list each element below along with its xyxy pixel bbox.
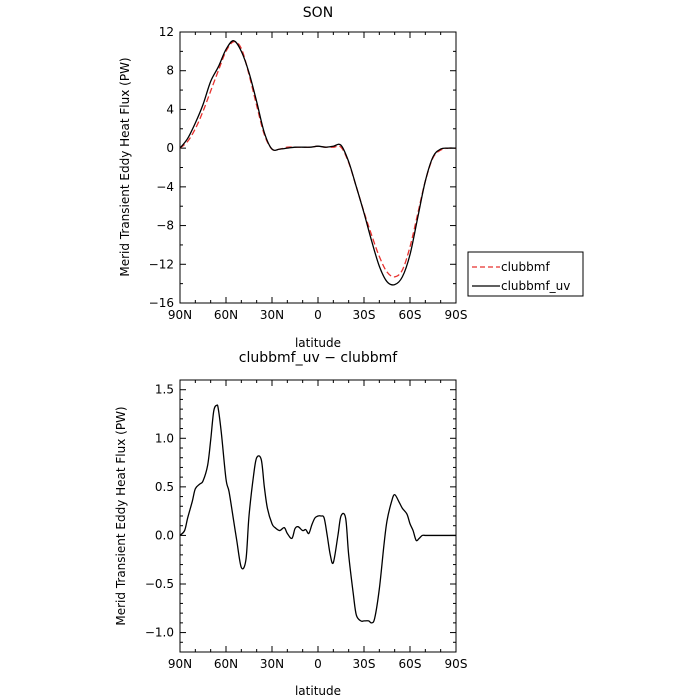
legend: clubbmf clubbmf_uv	[467, 251, 584, 297]
bottom-chart-title: clubbmf_uv − clubbmf	[239, 350, 398, 366]
top-series-line-clubbmf-uv	[179, 40, 457, 286]
bottom-y-axis-label: Merid Transient Eddy Heat Flux (PW)	[114, 406, 128, 625]
bottom-plot-area: 90N 60N 30N 0 30S 60S 90S −1.0 −0.5 0.0 0.5 1.0 1.5	[145, 379, 468, 671]
bottom-y-tick-label: 1.0	[155, 431, 174, 445]
bottom-x-tick-label: 60N	[214, 657, 238, 671]
top-y-tick-label: 0	[166, 141, 174, 155]
top-x-tick-label: 60N	[214, 308, 238, 322]
bottom-x-tick-label: 30S	[353, 657, 376, 671]
top-x-tick-label: 60S	[399, 308, 422, 322]
legend-box	[467, 251, 584, 297]
bottom-x-tick-label: 90N	[168, 657, 192, 671]
top-x-tick-label: 0	[314, 308, 322, 322]
top-y-tick-label: −16	[149, 296, 174, 310]
bottom-y-tick-label: 1.5	[155, 383, 174, 397]
top-plot-frame	[179, 31, 457, 304]
legend-label-clubbmf-uv: clubbmf_uv	[501, 279, 570, 293]
bottom-y-tick-label: 0.0	[155, 528, 174, 542]
bottom-panel: clubbmf_uv − clubbmf 90N 60N 30N 0 30S 60S 90S…	[114, 350, 467, 698]
top-x-axis-label: latitude	[295, 336, 341, 350]
top-y-tick-label: −8	[156, 219, 174, 233]
bottom-x-axis-label: latitude	[295, 684, 341, 698]
legend-label-clubbmf: clubbmf	[501, 260, 550, 274]
bottom-y-tick-label: −0.5	[145, 577, 174, 591]
bottom-x-tick-label: 0	[314, 657, 322, 671]
top-x-tick-label: 90N	[168, 308, 192, 322]
top-panel: SON 90N 60N 30N 0 30S 60S 90S −16 −12 −8 −4 0 4 8 12 l…	[118, 5, 467, 350]
top-chart-title: SON	[303, 5, 333, 21]
top-y-tick-label: −4	[156, 180, 174, 194]
bottom-y-tick-label: 0.5	[155, 480, 174, 494]
top-y-tick-label: 12	[159, 25, 174, 39]
bottom-series-line-difference	[179, 404, 456, 624]
top-y-axis-label: Merid Transient Eddy Heat Flux (PW)	[118, 57, 132, 276]
top-series-line-clubbmf	[179, 40, 457, 278]
top-x-tick-label: 30S	[353, 308, 376, 322]
bottom-x-tick-label: 90S	[445, 657, 468, 671]
top-y-tick-label: 4	[166, 102, 174, 116]
bottom-y-tick-label: −1.0	[145, 626, 174, 640]
bottom-x-tick-label: 30N	[260, 657, 284, 671]
top-x-tick-label: 30N	[260, 308, 284, 322]
top-plot-area: 90N 60N 30N 0 30S 60S 90S −16 −12 −8 −4 0 4 8 12	[149, 25, 468, 322]
bottom-x-tick-label: 60S	[399, 657, 422, 671]
top-x-tick-label: 90S	[445, 308, 468, 322]
top-y-tick-label: −12	[149, 257, 174, 271]
top-y-tick-label: 8	[166, 64, 174, 78]
